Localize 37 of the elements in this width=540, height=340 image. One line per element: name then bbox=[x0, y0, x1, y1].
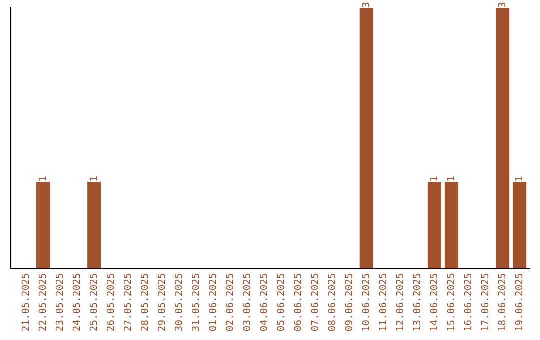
data-label: 1 bbox=[447, 176, 454, 181]
x-tick-label: 27.05.2025 bbox=[124, 274, 132, 331]
data-label: 3 bbox=[362, 2, 370, 8]
x-tick-label: 05.06.2025 bbox=[277, 274, 284, 332]
x-tick-label: 14.06.2025 bbox=[430, 274, 438, 331]
x-tick-label: 04.06.2025 bbox=[260, 274, 268, 332]
x-tick-label: 19.06.2025 bbox=[515, 274, 523, 331]
x-tick-label: 03.06.2025 bbox=[243, 274, 250, 332]
x-tick-label: 07.06.2025 bbox=[311, 274, 318, 332]
x-tick-label: 29.05.2025 bbox=[158, 274, 166, 331]
x-tick-label: 13.06.2025 bbox=[413, 274, 421, 331]
x-tick-label: 12.06.2025 bbox=[396, 274, 404, 331]
x-tick-label: 17.06.2025 bbox=[481, 274, 489, 331]
x-tick-label: 25.05.2025 bbox=[90, 274, 98, 331]
data-label: 1 bbox=[515, 176, 522, 181]
x-tick-label: 23.05.2025 bbox=[56, 274, 64, 331]
x-tick-label: 11.06.2025 bbox=[379, 274, 387, 331]
x-tick-label: 10.06.2025 bbox=[362, 274, 370, 331]
x-tick-label: 01.06.2025 bbox=[208, 274, 216, 332]
x-tick-label: 02.06.2025 bbox=[226, 274, 234, 332]
x-tick-label: 22.05.2025 bbox=[38, 274, 46, 331]
x-tick-label: 08.06.2025 bbox=[328, 274, 336, 332]
data-label: 1 bbox=[90, 176, 98, 181]
x-tick-label: 31.05.2025 bbox=[192, 274, 200, 332]
x-tick-label: 26.05.2025 bbox=[106, 274, 114, 331]
x-tick-label: 15.06.2025 bbox=[447, 274, 455, 331]
data-label: 1 bbox=[430, 176, 438, 181]
x-tick-label: 30.05.2025 bbox=[174, 274, 182, 332]
x-tick-label: 18.06.2025 bbox=[498, 274, 506, 331]
data-label: 1 bbox=[38, 176, 46, 181]
x-tick-label: 24.05.2025 bbox=[72, 274, 80, 331]
x-tick-label: 16.06.2025 bbox=[464, 274, 472, 331]
x-tick-label: 09.06.2025 bbox=[345, 274, 352, 332]
x-tick-label: 06.06.2025 bbox=[294, 274, 302, 332]
data-label: 3 bbox=[498, 2, 506, 8]
x-tick-label: 28.05.2025 bbox=[140, 274, 148, 331]
x-tick-label: 21.05.2025 bbox=[22, 274, 30, 331]
